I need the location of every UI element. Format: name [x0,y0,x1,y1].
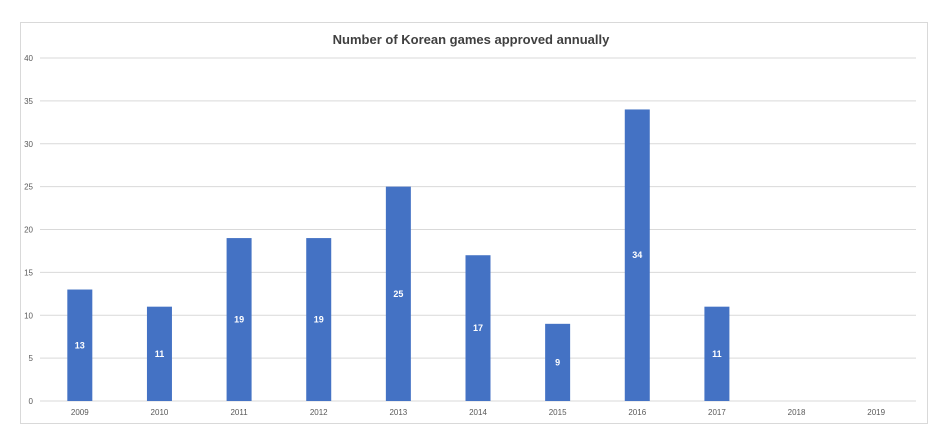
data-label-2009: 13 [75,340,85,350]
y-tick-label: 25 [24,183,33,192]
y-tick-label: 30 [24,140,33,149]
y-tick-label: 10 [24,311,33,320]
bar-2013 [385,186,411,401]
bar-2012 [306,238,332,401]
chart-title: Number of Korean games approved annually [333,32,610,47]
x-axis: 2009 2010 2011 2012 2013 2014 2015 2016 2017 2018… [71,408,886,417]
bar-2014 [465,255,491,401]
x-tick-label: 2018 [788,408,806,417]
gridlines [40,57,916,402]
data-label-2017: 11 [712,349,722,359]
bar-2010 [146,306,172,401]
data-label-2014: 17 [473,323,483,333]
data-label-2011: 19 [234,315,244,325]
y-tick-label: 35 [24,97,33,106]
x-tick-label: 2010 [151,408,169,417]
x-tick-label: 2014 [469,408,487,417]
y-tick-label: 40 [24,54,33,63]
data-label-2015: 9 [555,357,560,367]
x-tick-label: 2017 [708,408,726,417]
bar-2009 [67,289,93,401]
y-tick-label: 0 [29,397,34,406]
y-tick-label: 15 [24,268,33,277]
x-tick-label: 2011 [230,408,248,417]
x-tick-label: 2013 [389,408,407,417]
data-label-2016: 34 [632,250,642,260]
data-label-2012: 19 [314,315,324,325]
x-tick-label: 2009 [71,408,89,417]
data-label-2010: 11 [155,349,165,359]
y-tick-label: 20 [24,226,33,235]
data-label-2013: 25 [393,289,403,299]
bar-2011 [226,238,252,401]
bars: 13 11 19 19 25 17 9 34 11 [67,109,730,401]
x-tick-label: 2019 [867,408,885,417]
y-axis: 0 5 10 15 20 25 30 35 40 [24,54,33,406]
y-tick-label: 5 [29,354,34,363]
x-tick-label: 2012 [310,408,328,417]
x-tick-label: 2016 [628,408,646,417]
bar-2015 [545,323,571,401]
bar-2017 [704,306,730,401]
x-tick-label: 2015 [549,408,567,417]
bar-2016 [624,109,650,401]
